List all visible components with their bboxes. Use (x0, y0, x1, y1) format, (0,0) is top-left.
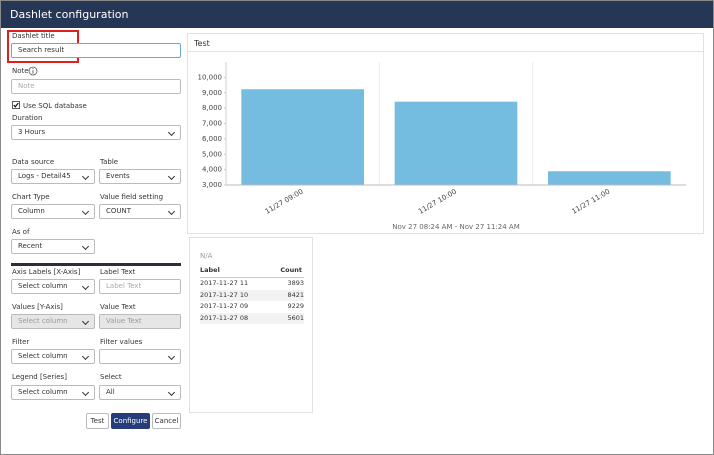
y-tick-label: 9,000 (202, 89, 222, 97)
table-row: 2017-11-27 11 3893 (200, 278, 304, 290)
cancel-button[interactable]: Cancel (152, 413, 181, 429)
select[interactable]: Select column (11, 385, 95, 400)
bar (394, 101, 518, 185)
checkbox-label: Use SQL database (23, 102, 87, 110)
select[interactable] (99, 349, 181, 364)
table-cell: 8421 (287, 290, 304, 299)
select[interactable]: 3 Hours (11, 125, 181, 140)
text-input[interactable]: Note (11, 79, 181, 94)
x-tick-label: 11/27 11:00 (570, 188, 611, 216)
x-axis-label: Nov 27 08:24 AM - Nov 27 11:24 AM (392, 223, 519, 231)
y-tick-label: 6,000 (202, 135, 222, 143)
table-row: 2017-11-27 09 9229 (200, 301, 304, 313)
configure-button[interactable]: Configure (111, 413, 150, 429)
info-icon[interactable] (28, 66, 38, 76)
column-header: Label (200, 266, 220, 274)
table-card: N/A Label Count 2017-11-27 11 3893 2017-11… (189, 237, 313, 413)
field-label: Filter values (100, 338, 143, 346)
chart-title: Test (194, 39, 210, 48)
select[interactable]: Recent (11, 239, 95, 254)
table-cell: 5601 (287, 313, 304, 322)
field-label: Value field setting (100, 193, 164, 201)
select[interactable]: Logs - Detail45 (11, 169, 95, 184)
checkbox[interactable] (12, 101, 20, 109)
separator (187, 51, 704, 52)
field-label: Data source (12, 158, 55, 166)
header-rule (200, 277, 304, 278)
table-row: 2017-11-27 08 5601 (200, 312, 304, 324)
chart: 3,000 4,000 5,000 6,000 7,000 8,000 9,000 10,00… (198, 62, 686, 231)
chart-panel (187, 33, 704, 234)
y-tick-label: 7,000 (202, 120, 222, 128)
field-label: Label Text (100, 268, 136, 276)
field-label: Axis Labels [X-Axis] (12, 268, 81, 276)
header-title: Dashlet configuration (1, 1, 713, 28)
text-input: Value Text (99, 314, 181, 329)
y-tick-label: 3,000 (202, 181, 222, 189)
select[interactable]: Events (99, 169, 181, 184)
y-tick-label: 8,000 (202, 104, 222, 112)
select[interactable]: Select column (11, 279, 95, 294)
field-label: Select (100, 373, 122, 381)
bar (548, 171, 671, 185)
bar (241, 89, 364, 185)
field-label: Chart Type (12, 193, 50, 201)
select[interactable]: All (99, 385, 181, 400)
table-cell: 2017-11-27 08 (200, 313, 249, 322)
x-tick-label: 11/27 10:00 (417, 188, 458, 216)
table-cell: 9229 (287, 302, 304, 310)
select[interactable]: Column (11, 204, 95, 219)
field-label: Legend [Series] (12, 373, 67, 381)
table-cell: 2017-11-27 09 (200, 302, 249, 310)
field-label: Values [Y-Axis] (12, 303, 63, 311)
table-cell: 2017-11-27 11 (200, 279, 249, 287)
y-tick-label: 4,000 (202, 166, 222, 174)
field-label: Table (100, 158, 119, 166)
text-input[interactable]: Label Text (99, 279, 181, 294)
select: Select column (11, 314, 95, 329)
field-label: Dashlet title (12, 32, 55, 40)
table-cell: 3893 (287, 279, 304, 287)
text-input[interactable]: Search result (11, 43, 181, 58)
field-label: Duration (12, 114, 43, 122)
field-label: Note (12, 67, 29, 75)
y-tick-label: 10,000 (198, 73, 223, 81)
test-button[interactable]: Test (86, 413, 109, 429)
select[interactable]: COUNT (99, 204, 181, 219)
field-label: Filter (12, 338, 30, 346)
y-tick-label: 5,000 (202, 150, 222, 158)
column-header: Count (280, 266, 302, 274)
table-cell: 2017-11-27 10 (200, 290, 249, 299)
table-title: N/A (200, 252, 213, 260)
table-row: 2017-11-27 10 8421 (200, 289, 304, 301)
x-tick-label: 11/27 09:00 (264, 188, 305, 216)
field-label: Value Text (100, 303, 136, 311)
field-label: As of (12, 228, 30, 236)
divider (11, 263, 181, 266)
select[interactable]: Select column (11, 349, 95, 364)
